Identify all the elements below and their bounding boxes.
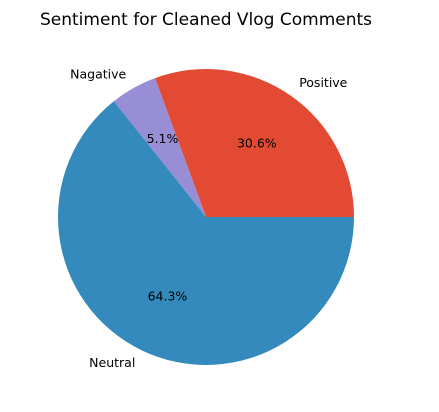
slice-label-nagative: Nagative	[70, 67, 126, 82]
percent-label-neutral: 64.3%	[148, 288, 188, 303]
chart-title: Sentiment for Cleaned Vlog Comments	[40, 10, 372, 30]
pie-labels: Positive 30.6% Nagative 5.1% Neutral 64.3%	[70, 67, 348, 371]
slice-label-neutral: Neutral	[89, 355, 135, 370]
pie-slices	[58, 69, 355, 366]
pie-slice-positive	[154, 69, 354, 217]
percent-label-positive: 30.6%	[237, 136, 277, 151]
percent-label-nagative: 5.1%	[147, 131, 179, 146]
slice-label-positive: Positive	[299, 75, 347, 90]
pie-slice-neutral	[58, 101, 355, 366]
pie-slice-nagative	[113, 78, 206, 218]
